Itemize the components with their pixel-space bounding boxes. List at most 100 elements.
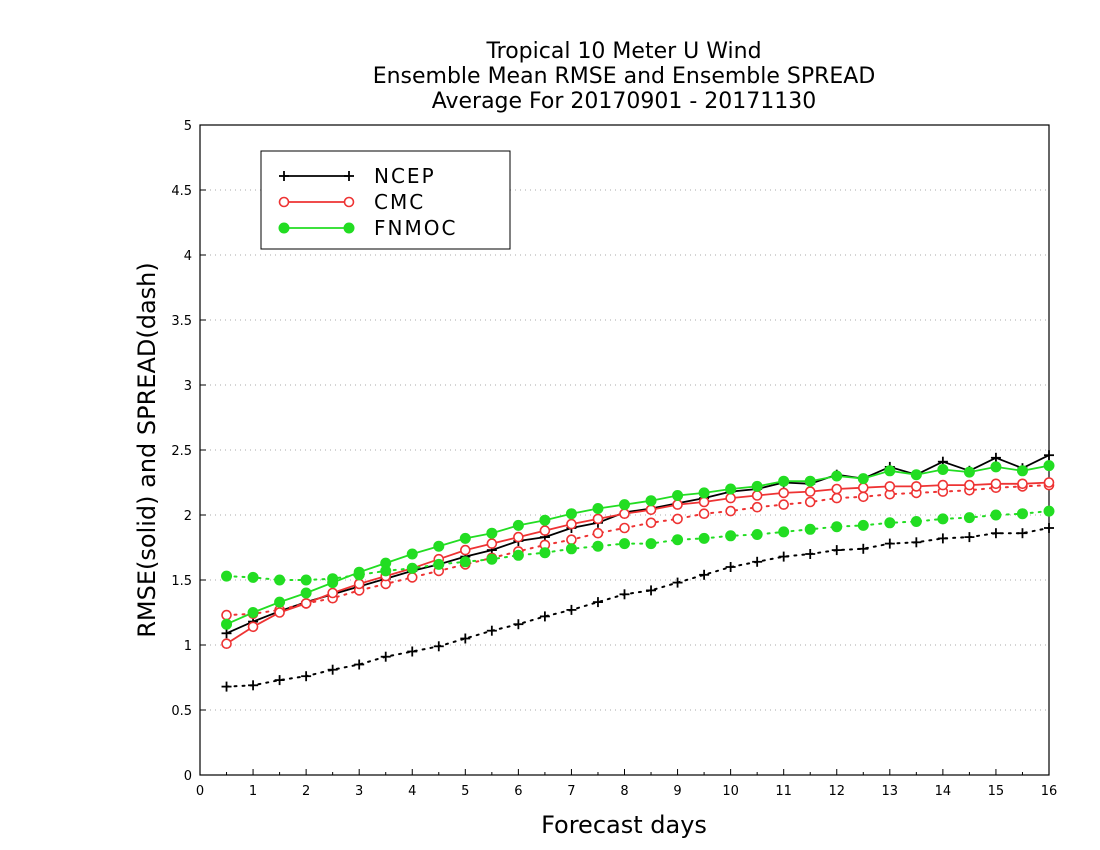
data-point-cmc-spread (778, 499, 789, 510)
series-line-cmc-spread (225, 484, 1050, 617)
chart-title-line: Ensemble Mean RMSE and Ensemble SPREAD (373, 64, 876, 89)
y-tick-label: 1 (184, 639, 192, 654)
data-point-ncep-spread (858, 543, 869, 554)
data-point-fnmoc-spread (910, 516, 922, 527)
legend-label: FNMOC (374, 216, 457, 240)
x-axis-label: Forecast days (541, 811, 707, 839)
data-point-fnmoc-rmse (672, 490, 684, 501)
data-point-cmc-rmse (221, 638, 232, 650)
data-point-ncep-spread (884, 538, 895, 549)
data-point-cmc-spread (725, 505, 736, 517)
data-point-fnmoc-spread (592, 540, 604, 552)
x-tick-label: 0 (196, 784, 204, 799)
data-point-fnmoc-spread (433, 558, 445, 570)
y-tick-label: 0 (184, 769, 192, 784)
data-point-fnmoc-rmse (990, 461, 1002, 473)
data-point-ncep-rmse (221, 628, 232, 639)
y-tick-label: 2.5 (171, 444, 192, 459)
y-tick-label: 4.5 (171, 184, 192, 199)
data-point-cmc-spread (619, 522, 630, 534)
data-point-ncep-spread (778, 551, 789, 562)
data-point-cmc-rmse (300, 598, 312, 609)
data-point-ncep-spread (513, 619, 524, 630)
data-point-ncep-spread (592, 597, 603, 608)
data-point-cmc-rmse (592, 513, 604, 525)
x-tick-label: 11 (775, 784, 792, 799)
data-point-ncep-spread (248, 680, 259, 691)
data-point-cmc-rmse (804, 486, 816, 497)
data-point-ncep-spread (1044, 523, 1054, 533)
data-point-cmc-rmse (327, 587, 338, 599)
x-tick-label: 3 (355, 784, 363, 799)
chart-title-line: Average For 20170901 - 20171130 (432, 89, 817, 114)
data-point-fnmoc-spread (486, 553, 498, 565)
data-point-fnmoc-rmse (937, 464, 949, 475)
data-point-cmc-rmse (645, 504, 657, 516)
y-tick-label: 3 (184, 379, 192, 394)
data-point-cmc-spread (751, 501, 763, 513)
data-point-fnmoc-rmse (831, 470, 843, 482)
data-point-ncep-spread (566, 604, 577, 615)
data-point-cmc-rmse (274, 607, 285, 618)
data-point-cmc-rmse (513, 531, 524, 543)
data-point-fnmoc-rmse (459, 532, 471, 544)
data-point-fnmoc-rmse (857, 473, 869, 485)
data-point-fnmoc-rmse (1043, 460, 1055, 472)
legend-marker (278, 196, 290, 208)
data-point-fnmoc-rmse (910, 469, 922, 481)
data-point-ncep-spread (937, 533, 948, 544)
data-point-cmc-rmse (725, 492, 736, 504)
chart-title-line: Tropical 10 Meter U Wind (485, 39, 761, 64)
data-point-fnmoc-rmse (221, 618, 233, 630)
data-point-ncep-spread (1017, 528, 1028, 539)
data-point-fnmoc-spread (300, 574, 312, 586)
data-point-fnmoc-spread (937, 513, 949, 525)
data-point-cmc-rmse (964, 479, 975, 491)
legend-label: NCEP (374, 164, 436, 188)
grid-lines (200, 189, 1049, 711)
data-point-fnmoc-rmse (804, 475, 816, 487)
data-point-ncep-spread (672, 577, 683, 588)
data-point-cmc-spread (645, 517, 657, 529)
y-tick-label: 2 (184, 509, 192, 524)
data-point-fnmoc-spread (751, 529, 763, 540)
x-tick-label: 7 (567, 784, 575, 799)
data-point-ncep-spread (433, 641, 444, 652)
series-line-cmc-rmse (226, 481, 1050, 645)
data-point-fnmoc-spread (645, 538, 657, 550)
data-point-fnmoc-spread (857, 519, 869, 531)
y-axis-label: RMSE(solid) and SPREAD(dash) (133, 262, 161, 638)
data-point-cmc-rmse (539, 525, 551, 536)
data-point-fnmoc-spread (565, 543, 577, 555)
data-point-cmc-rmse (698, 496, 710, 508)
data-point-ncep-spread (327, 664, 338, 675)
legend-marker (343, 222, 355, 234)
data-point-fnmoc-rmse (592, 503, 604, 514)
x-tick-label: 10 (722, 784, 739, 799)
data-point-cmc-rmse (990, 478, 1002, 490)
data-point-ncep-spread (354, 659, 365, 670)
x-tick-label: 4 (408, 784, 416, 799)
data-point-fnmoc-rmse (327, 577, 339, 589)
data-point-fnmoc-spread (619, 538, 630, 550)
data-point-cmc-rmse (857, 482, 869, 494)
data-point-cmc-rmse (353, 578, 365, 590)
data-point-fnmoc-rmse (274, 596, 286, 608)
x-tick-label: 2 (302, 784, 310, 799)
data-point-ncep-spread (380, 651, 391, 662)
data-point-cmc-spread (406, 572, 418, 583)
x-tick-label: 15 (988, 784, 1005, 799)
x-tick-label: 12 (828, 784, 845, 799)
data-point-cmc-rmse (884, 481, 896, 492)
data-point-ncep-spread (221, 681, 232, 692)
data-point-ncep-spread (486, 625, 497, 636)
data-point-ncep-spread (407, 646, 418, 657)
data-point-fnmoc-rmse (884, 465, 896, 477)
data-point-fnmoc-spread (831, 521, 843, 533)
legend-marker (344, 171, 354, 181)
legend-label: CMC (374, 190, 425, 214)
data-point-fnmoc-rmse (406, 548, 418, 560)
data-point-fnmoc-spread (990, 509, 1002, 521)
